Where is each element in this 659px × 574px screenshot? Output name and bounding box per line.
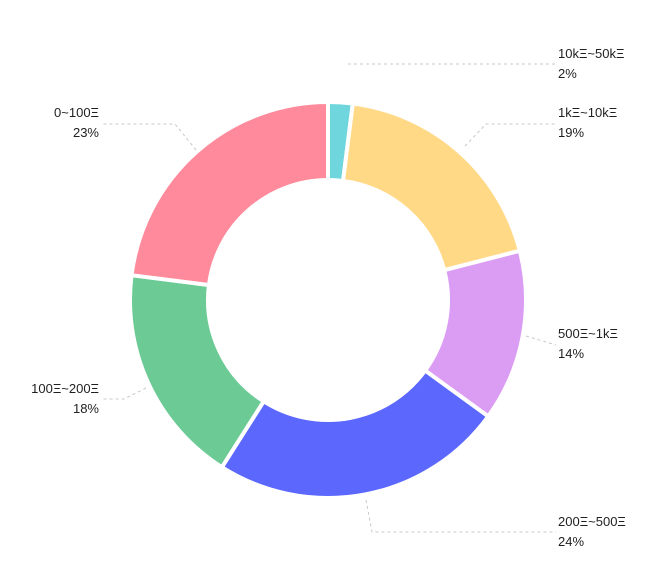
donut-slices	[128, 100, 528, 500]
slice-label: 100Ξ~200Ξ	[31, 381, 99, 396]
slice-label: 0~100Ξ	[54, 105, 99, 120]
slice-label: 1kΞ~10kΞ	[558, 105, 617, 120]
slice-percent-label: 19%	[558, 125, 584, 140]
slice-percent-label: 24%	[558, 534, 584, 549]
slice-percent-label: 23%	[73, 125, 99, 140]
slice-percent-label: 14%	[558, 346, 584, 361]
leader-line	[365, 499, 556, 533]
slice-labels: 10kΞ~50kΞ 2% 1kΞ~10kΞ 19% 500Ξ~1kΞ 14% 200Ξ~50…	[31, 46, 626, 549]
donut-slice	[219, 368, 491, 500]
leader-line	[525, 335, 557, 346]
slice-percent-label: 18%	[73, 401, 99, 416]
slice-label: 10kΞ~50kΞ	[558, 46, 624, 61]
leader-line	[464, 123, 556, 147]
leader-line	[102, 123, 197, 151]
slice-label: 200Ξ~500Ξ	[558, 514, 626, 529]
donut-slice	[129, 100, 330, 287]
donut-slice	[128, 273, 266, 470]
slice-percent-label: 2%	[558, 66, 577, 81]
slice-label: 500Ξ~1kΞ	[558, 326, 618, 341]
donut-slice	[341, 101, 522, 273]
leader-lines	[102, 63, 557, 533]
leader-line	[102, 387, 147, 400]
